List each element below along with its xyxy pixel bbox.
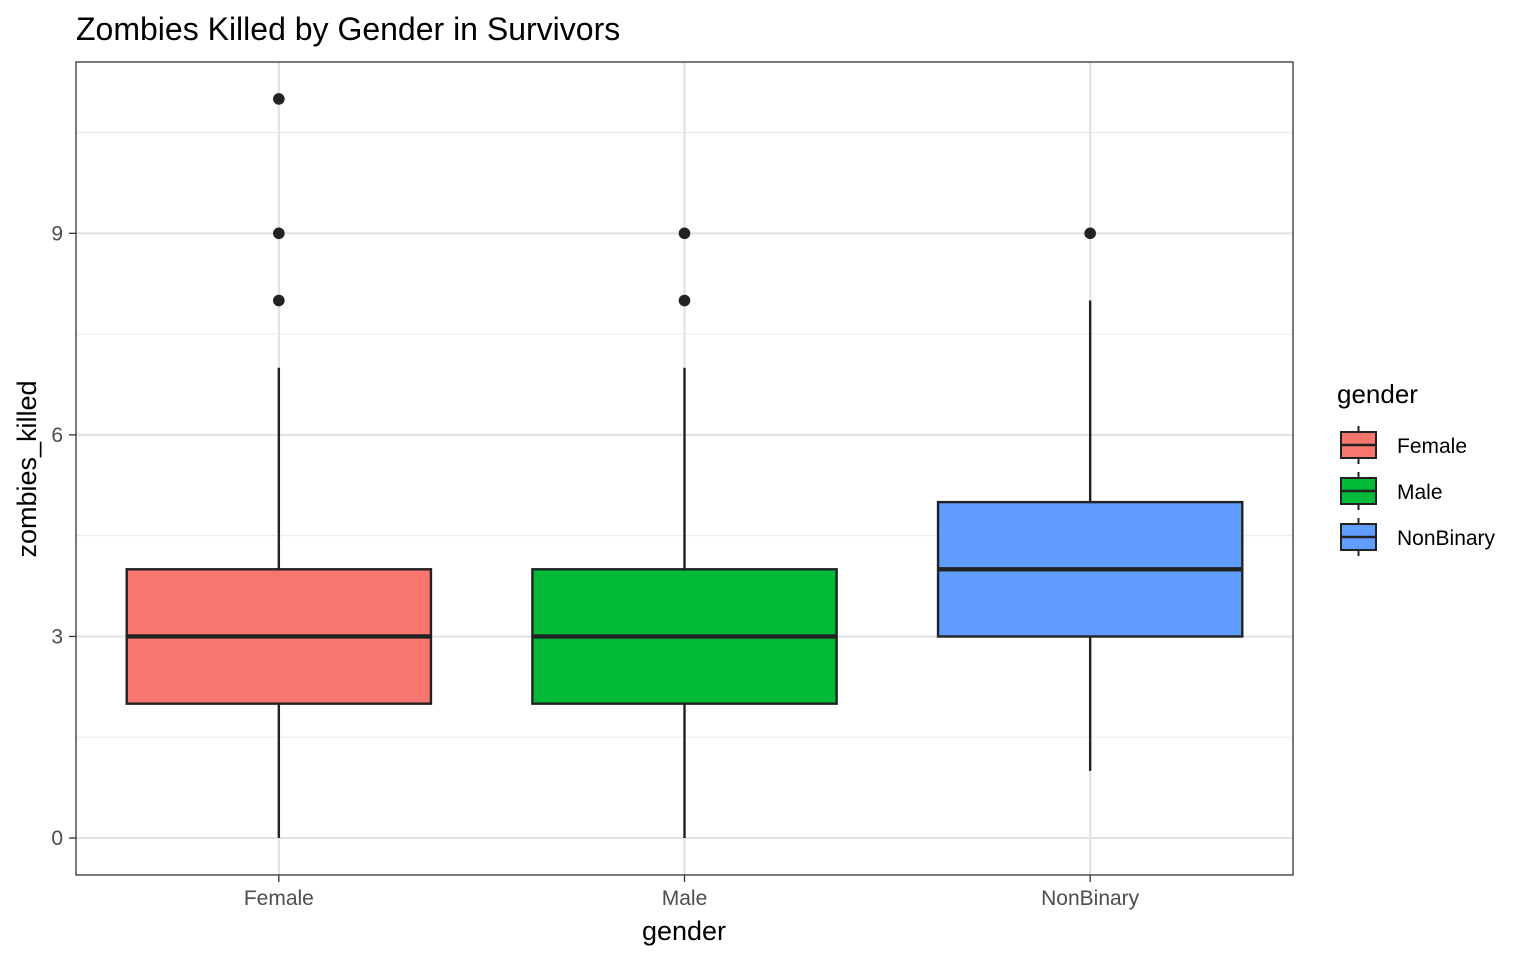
box-nonbinary <box>936 227 1244 771</box>
x-tick-label: Female <box>244 887 314 910</box>
x-axis: Female Male NonBinary <box>244 875 1140 910</box>
legend-title: gender <box>1337 379 1418 409</box>
y-tick-label: 0 <box>51 827 63 850</box>
y-tick-label: 3 <box>51 625 63 648</box>
legend: gender Female Male NonBinary <box>1337 379 1496 556</box>
outlier-point <box>1084 227 1096 240</box>
plot-area <box>75 61 1294 876</box>
legend-label: Male <box>1397 481 1443 504</box>
legend-item-nonbinary: NonBinary <box>1340 518 1496 556</box>
y-axis: 0 3 6 9 <box>51 222 76 850</box>
legend-label: NonBinary <box>1397 527 1496 550</box>
outlier-point <box>273 93 285 105</box>
x-tick-label: Male <box>662 887 708 910</box>
y-tick-label: 9 <box>51 222 63 245</box>
outlier-point <box>273 294 285 307</box>
y-tick-label: 6 <box>51 424 63 447</box>
box-female <box>125 93 433 839</box>
outlier-point <box>678 227 691 240</box>
boxes <box>125 93 1244 839</box>
legend-label: Female <box>1397 435 1467 458</box>
outlier-point <box>678 294 691 307</box>
legend-item-female: Female <box>1340 426 1467 464</box>
legend-item-male: Male <box>1340 472 1443 510</box>
x-tick-label: NonBinary <box>1041 887 1140 910</box>
legend-items: Female Male NonBinary <box>1340 426 1496 556</box>
x-axis-title: gender <box>642 916 726 946</box>
box-male <box>531 227 838 839</box>
outlier-point <box>273 227 285 240</box>
chart-title: Zombies Killed by Gender in Survivors <box>76 11 620 47</box>
y-axis-title: zombies_killed <box>12 380 42 557</box>
